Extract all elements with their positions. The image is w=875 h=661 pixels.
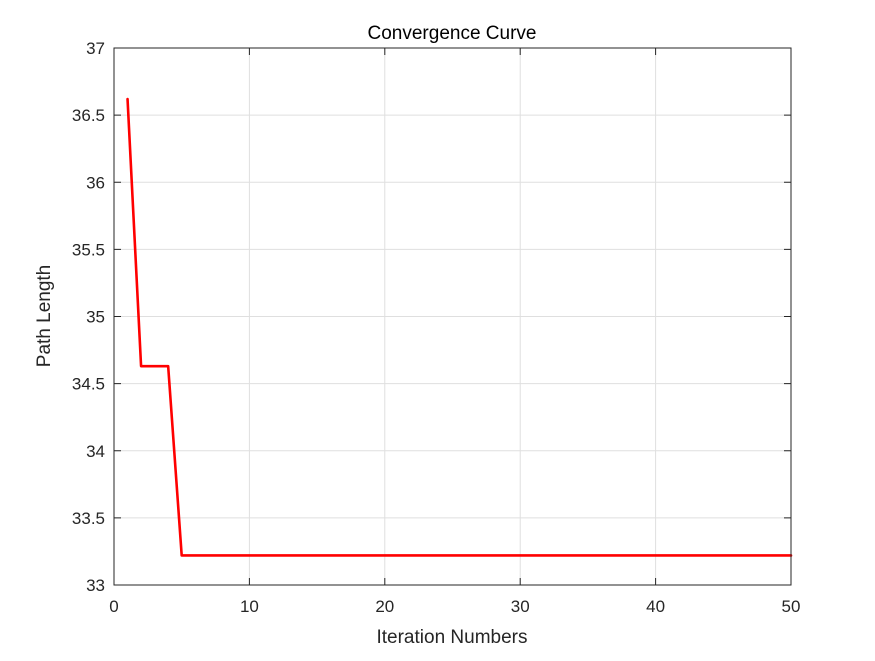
y-tick-label: 33	[86, 576, 105, 595]
x-axis-label: Iteration Numbers	[376, 627, 527, 648]
y-tick-label: 35.5	[72, 240, 105, 259]
axis-ticks	[113, 47, 792, 586]
x-tick-label: 50	[782, 597, 801, 616]
series-layer	[126, 97, 793, 557]
y-tick-label: 36.5	[72, 106, 105, 125]
x-tick-labels: 0 10 20 30 40 50	[109, 597, 800, 616]
y-tick-label: 36	[86, 173, 105, 192]
y-tick-labels: 33 33.5 34 34.5 35 35.5 36 36.5 37	[72, 39, 105, 595]
series-line-1	[126, 97, 793, 557]
y-tick-label: 35	[86, 308, 105, 327]
x-tick-label: 30	[511, 597, 530, 616]
x-tick-label: 20	[375, 597, 394, 616]
y-tick-label: 37	[86, 39, 105, 58]
x-tick-label: 0	[109, 597, 118, 616]
y-axis-label: Path Length	[34, 265, 55, 367]
chart-title: Convergence Curve	[368, 23, 537, 44]
y-tick-label: 34.5	[72, 375, 105, 394]
x-tick-label: 10	[240, 597, 259, 616]
y-tick-label: 34	[86, 442, 105, 461]
grid-lines	[113, 47, 792, 586]
y-tick-label: 33.5	[72, 509, 105, 528]
x-tick-label: 40	[646, 597, 665, 616]
